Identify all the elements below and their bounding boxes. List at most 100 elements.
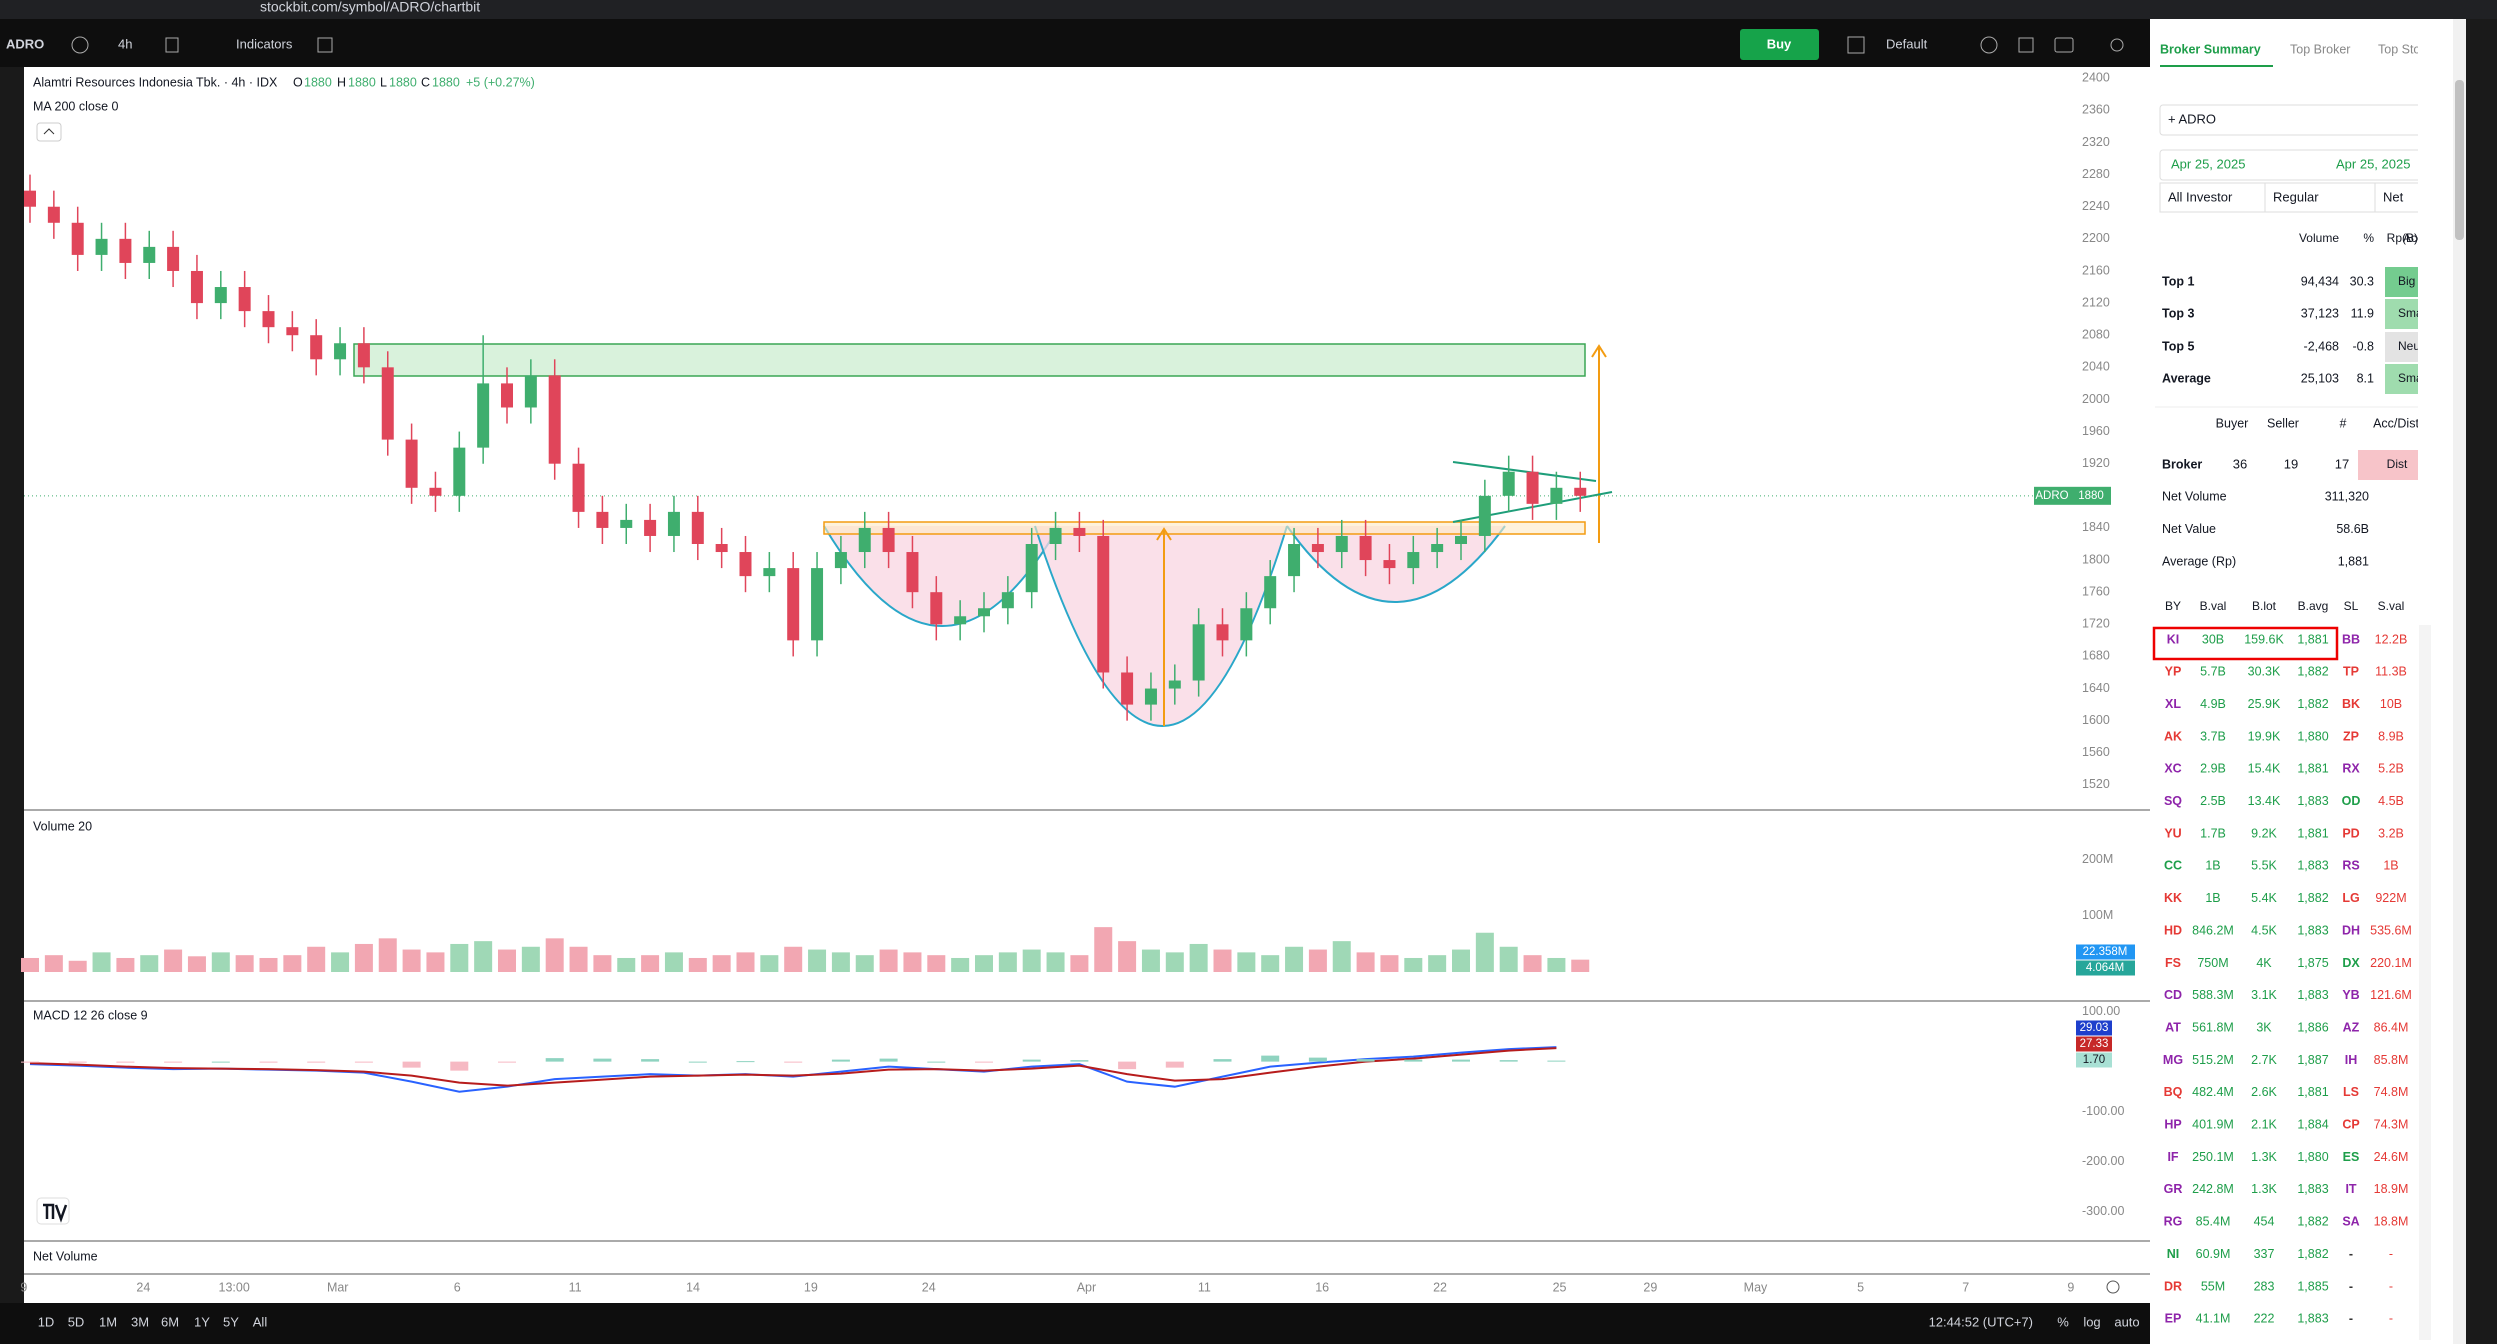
broker-code[interactable]: YU [2164,826,2181,840]
filter-dropdown[interactable] [2374,182,2445,213]
broker-code[interactable]: LS [2343,1085,2359,1099]
broker-code[interactable]: FS [2165,956,2181,970]
broker-code[interactable]: GR [2164,1182,2183,1196]
broker-code[interactable]: TP [2343,665,2359,679]
broker-code[interactable]: YP [2165,665,2182,679]
toolbar-symbol[interactable]: ADRO [6,36,44,51]
broker-code[interactable]: PD [2342,826,2359,840]
url[interactable]: stockbit.com/symbol/ADRO/chartbit [260,0,480,15]
settings-icon[interactable] [1980,36,1998,54]
log-toggle[interactable]: log [2083,1314,2100,1329]
volume-bar [283,955,302,972]
broker-code[interactable]: KI [2167,632,2180,646]
broker-value: 1,885 [2297,1279,2328,1293]
acc-dist-badge [2385,364,2418,394]
table-scrollbar[interactable] [2419,625,2431,1340]
support-zone[interactable] [823,521,1586,535]
broker-code[interactable]: CD [2164,988,2182,1002]
percent-toggle[interactable]: % [2057,1314,2069,1329]
table-header: BY [2165,599,2181,613]
broker-code[interactable]: AK [2164,729,2182,743]
date-to[interactable]: Apr 25, 2025 [2336,156,2410,171]
broker-code[interactable]: XC [2164,762,2181,776]
symbol-input[interactable] [2159,104,2452,136]
broker-code[interactable]: DR [2164,1279,2182,1293]
broker-code[interactable]: MG [2163,1053,2183,1067]
range-button[interactable]: 6M [161,1314,179,1329]
candle-body [119,238,132,263]
broker-code[interactable]: AT [2165,1020,2181,1034]
range-button[interactable]: All [253,1314,268,1329]
broker-value: 1,887 [2297,1053,2328,1067]
broker-code[interactable]: SQ [2164,794,2182,808]
acc-dist-badge [2385,267,2418,297]
range-button[interactable]: 1D [38,1314,55,1329]
broker-value: 1,881 [2297,1085,2328,1099]
collapse-button[interactable] [36,122,62,142]
filter-dropdown[interactable] [2159,182,2266,213]
broker-code[interactable]: DH [2342,923,2360,937]
chart-type-icon[interactable] [165,37,179,53]
broker-code[interactable]: LG [2342,891,2359,905]
panel-tab[interactable]: Broker Summary [2160,42,2261,56]
axis-settings[interactable] [2106,1280,2120,1294]
broker-code[interactable]: RG [2164,1215,2183,1229]
broker-code[interactable]: IH [2345,1053,2358,1067]
range-button[interactable]: 1M [99,1314,117,1329]
theme-icon[interactable] [2110,38,2124,52]
broker-code[interactable]: BB [2342,632,2360,646]
range-button[interactable]: 5D [68,1314,85,1329]
broker-code[interactable]: DX [2342,956,2360,970]
broker-code[interactable]: KK [2164,891,2182,905]
broker-code[interactable]: NI [2167,1247,2180,1261]
candle-body [811,568,824,641]
layout-icon[interactable] [1847,36,1865,54]
broker-code[interactable]: AZ [2343,1020,2360,1034]
layout[interactable]: Default [1886,36,1928,51]
broker-code[interactable]: IT [2345,1182,2356,1196]
add-icon[interactable] [71,36,89,54]
resistance-zone[interactable] [353,343,1586,377]
broker-code[interactable]: ZP [2343,729,2359,743]
candle-body [691,511,704,544]
broker-code[interactable]: YB [2342,988,2359,1002]
broker-code[interactable]: XL [2165,697,2181,711]
range-button[interactable]: 5Y [223,1314,239,1329]
broker-code[interactable]: BK [2342,697,2360,711]
panel-tab[interactable]: Top Broker [2290,42,2350,56]
range-button[interactable]: 3M [131,1314,149,1329]
broker-code[interactable]: BQ [2164,1085,2183,1099]
auto-toggle[interactable]: auto [2114,1314,2139,1329]
broker-code[interactable]: HD [2164,923,2182,937]
broker-code[interactable]: IF [2167,1150,2178,1164]
date-from[interactable]: Apr 25, 2025 [2171,156,2245,171]
macd-histogram-bar [927,1061,946,1063]
indicators[interactable]: Indicators [236,36,293,51]
buy-button[interactable] [1740,29,1819,60]
broker-code[interactable]: RS [2342,859,2359,873]
broker-code[interactable]: - [2349,1279,2353,1293]
interval[interactable]: 4h [118,36,132,51]
broker-code[interactable]: RX [2342,762,2360,776]
broker-code[interactable]: SA [2342,1215,2359,1229]
ohlc-h: 1880 [348,75,376,89]
broker-code[interactable]: CP [2342,1118,2359,1132]
broker-code[interactable]: - [2349,1247,2353,1261]
templates-icon[interactable] [317,37,333,53]
page-scrollbar-thumb[interactable] [2455,80,2464,240]
broker-code[interactable]: ES [2343,1150,2360,1164]
range-button[interactable]: 1Y [194,1314,210,1329]
snapshot-icon[interactable] [2054,37,2074,53]
broker-code[interactable]: CC [2164,859,2182,873]
panel-tab[interactable]: Top Stock [2378,42,2434,56]
fullscreen-icon[interactable] [2018,37,2034,53]
page-scrollbar[interactable] [2453,19,2466,1344]
broker-code[interactable]: - [2349,1312,2353,1326]
date-range[interactable] [2159,149,2452,181]
broker-code[interactable]: OD [2342,794,2361,808]
broker-code[interactable]: HP [2164,1118,2181,1132]
y-tick-label: 100.00 [2082,1004,2120,1018]
triangle-line[interactable] [1452,461,1597,482]
ohlc-l-label: L [380,75,387,89]
broker-code[interactable]: EP [2165,1312,2182,1326]
